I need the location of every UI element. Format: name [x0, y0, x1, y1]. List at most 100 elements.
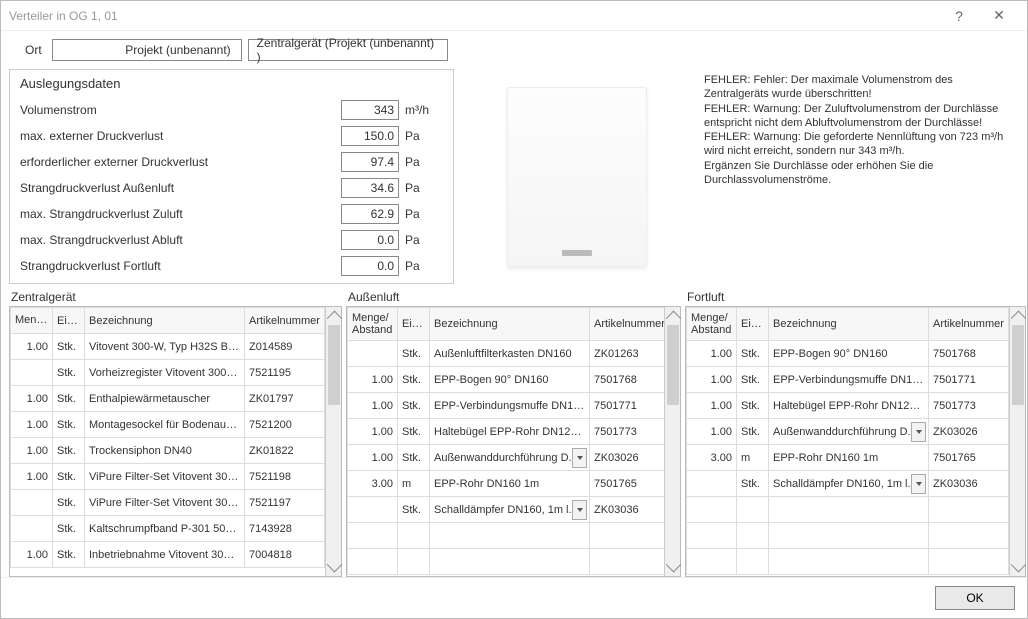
table-row[interactable]: 1.00Stk.Vitovent 300-W, Typ H32S B300Z01…: [11, 334, 325, 360]
cell-menge[interactable]: [348, 549, 398, 575]
cell-bezeichnung[interactable]: Enthalpiewärmetauscher: [85, 386, 245, 412]
cell-artikelnummer[interactable]: [590, 523, 665, 549]
cell-menge[interactable]: [348, 497, 398, 523]
fort-scrollbar[interactable]: [1009, 307, 1025, 576]
cell-menge[interactable]: 1.00: [348, 367, 398, 393]
aussenluft-grid[interactable]: Menge/ AbstandEinh.BezeichnungArtikelnum…: [347, 307, 664, 576]
cell-bezeichnung[interactable]: Schalldämpfer DN160, 1m l...: [769, 471, 929, 497]
cell-menge[interactable]: 1.00: [11, 542, 53, 568]
table-row[interactable]: Stk.Vorheizregister Vitovent 300-W ...75…: [11, 360, 325, 386]
cell-bezeichnung[interactable]: Montagesockel für Bodenaufst...: [85, 412, 245, 438]
col-menge[interactable]: Menge: [11, 308, 53, 334]
cell-menge[interactable]: 1.00: [348, 445, 398, 471]
cell-menge[interactable]: 1.00: [348, 393, 398, 419]
cell-artikelnummer[interactable]: 7521200: [245, 412, 325, 438]
cell-menge[interactable]: 3.00: [687, 445, 737, 471]
cell-bezeichnung[interactable]: [430, 549, 590, 575]
cell-bezeichnung[interactable]: EPP-Bogen 90° DN160: [769, 341, 929, 367]
cell-einh[interactable]: m: [737, 445, 769, 471]
cell-menge[interactable]: [687, 523, 737, 549]
table-row[interactable]: 1.00Stk.Montagesockel für Bodenaufst...7…: [11, 412, 325, 438]
zentral-scrollbar[interactable]: [325, 307, 341, 576]
cell-menge[interactable]: 1.00: [687, 367, 737, 393]
col-artikelnummer[interactable]: Artikelnummer: [929, 308, 1009, 341]
table-row[interactable]: 1.00Stk.Haltebügel EPP-Rohr DN125-...750…: [687, 393, 1009, 419]
table-row[interactable]: 1.00Stk.EnthalpiewärmetauscherZK01797: [11, 386, 325, 412]
col-einh[interactable]: Einh.: [53, 308, 85, 334]
cell-artikelnummer[interactable]: 7501765: [929, 445, 1009, 471]
cell-artikelnummer[interactable]: 7521195: [245, 360, 325, 386]
col-einh[interactable]: Einh.: [398, 308, 430, 341]
col-bezeichnung[interactable]: Bezeichnung: [769, 308, 929, 341]
table-row[interactable]: 1.00Stk.EPP-Bogen 90° DN1607501768: [348, 367, 665, 393]
cell-einh[interactable]: Stk.: [53, 438, 85, 464]
dropdown-icon[interactable]: [911, 422, 926, 442]
col-einh[interactable]: Einh.: [737, 308, 769, 341]
cell-artikelnummer[interactable]: 7501765: [590, 471, 665, 497]
cell-bezeichnung[interactable]: Kaltschrumpfband P-301 50mm ...: [85, 516, 245, 542]
col-artikelnummer[interactable]: Artikelnummer: [590, 308, 665, 341]
cell-artikelnummer[interactable]: ZK03026: [929, 419, 1009, 445]
cell-menge[interactable]: 1.00: [11, 386, 53, 412]
table-row[interactable]: Stk.ViPure Filter-Set Vitovent 300-W7521…: [11, 490, 325, 516]
cell-bezeichnung[interactable]: EPP-Rohr DN160 1m: [769, 445, 929, 471]
cell-bezeichnung[interactable]: [769, 549, 929, 575]
auslegung-value[interactable]: 62.9: [341, 204, 399, 224]
cell-menge[interactable]: [687, 549, 737, 575]
cell-einh[interactable]: [737, 549, 769, 575]
cell-einh[interactable]: Stk.: [398, 341, 430, 367]
cell-bezeichnung[interactable]: Vitovent 300-W, Typ H32S B300: [85, 334, 245, 360]
cell-bezeichnung[interactable]: [769, 497, 929, 523]
cell-artikelnummer[interactable]: Z014589: [245, 334, 325, 360]
dropdown-icon[interactable]: [911, 474, 926, 494]
cell-artikelnummer[interactable]: 7501771: [590, 393, 665, 419]
table-row[interactable]: Stk.Kaltschrumpfband P-301 50mm ...71439…: [11, 516, 325, 542]
cell-einh[interactable]: Stk.: [53, 334, 85, 360]
auslegung-value[interactable]: 34.6: [341, 178, 399, 198]
cell-bezeichnung[interactable]: EPP-Verbindungsmuffe DN160: [430, 393, 590, 419]
col-bezeichnung[interactable]: Bezeichnung: [85, 308, 245, 334]
cell-bezeichnung[interactable]: Haltebügel EPP-Rohr DN125-...: [769, 393, 929, 419]
cell-bezeichnung[interactable]: Inbetriebnahme Vitovent 300-W: [85, 542, 245, 568]
cell-artikelnummer[interactable]: 7501773: [929, 393, 1009, 419]
cell-menge[interactable]: 1.00: [11, 438, 53, 464]
cell-bezeichnung[interactable]: [769, 523, 929, 549]
cell-bezeichnung[interactable]: ViPure Filter-Set Vitovent 300-W: [85, 490, 245, 516]
auslegung-value[interactable]: 343: [341, 100, 399, 120]
auslegung-value[interactable]: 97.4: [341, 152, 399, 172]
cell-artikelnummer[interactable]: 7521198: [245, 464, 325, 490]
cell-artikelnummer[interactable]: 7501768: [929, 341, 1009, 367]
table-row[interactable]: 1.00Stk.EPP-Bogen 90° DN1607501768: [687, 341, 1009, 367]
cell-artikelnummer[interactable]: ZK03036: [929, 471, 1009, 497]
table-row[interactable]: 3.00mEPP-Rohr DN160 1m7501765: [348, 471, 665, 497]
cell-menge[interactable]: 1.00: [687, 341, 737, 367]
cell-einh[interactable]: [737, 523, 769, 549]
cell-artikelnummer[interactable]: ZK01263: [590, 341, 665, 367]
table-row[interactable]: [348, 549, 665, 575]
cell-artikelnummer[interactable]: ZK03026: [590, 445, 665, 471]
col-menge[interactable]: Menge/ Abstand: [687, 308, 737, 341]
cell-einh[interactable]: Stk.: [737, 471, 769, 497]
cell-menge[interactable]: 1.00: [687, 419, 737, 445]
table-row[interactable]: [687, 549, 1009, 575]
cell-einh[interactable]: Stk.: [737, 341, 769, 367]
cell-einh[interactable]: Stk.: [398, 445, 430, 471]
cell-einh[interactable]: [737, 497, 769, 523]
cell-einh[interactable]: [398, 523, 430, 549]
table-row[interactable]: 1.00Stk.EPP-Verbindungsmuffe DN160750177…: [687, 367, 1009, 393]
cell-einh[interactable]: Stk.: [53, 464, 85, 490]
cell-menge[interactable]: [11, 516, 53, 542]
cell-einh[interactable]: Stk.: [53, 490, 85, 516]
cell-einh[interactable]: Stk.: [53, 386, 85, 412]
cell-artikelnummer[interactable]: 7521197: [245, 490, 325, 516]
cell-menge[interactable]: 1.00: [11, 464, 53, 490]
cell-menge[interactable]: 1.00: [11, 412, 53, 438]
zentralgeraet-grid[interactable]: MengeEinh.BezeichnungArtikelnummer1.00St…: [10, 307, 325, 576]
table-row[interactable]: Stk.Schalldämpfer DN160, 1m l...ZK03036: [687, 471, 1009, 497]
cell-artikelnummer[interactable]: 7143928: [245, 516, 325, 542]
table-row[interactable]: 1.00Stk.Inbetriebnahme Vitovent 300-W700…: [11, 542, 325, 568]
table-row[interactable]: Stk.Schalldämpfer DN160, 1m l...ZK03036: [348, 497, 665, 523]
cell-einh[interactable]: Stk.: [53, 412, 85, 438]
cell-artikelnummer[interactable]: [929, 497, 1009, 523]
cell-artikelnummer[interactable]: ZK01797: [245, 386, 325, 412]
